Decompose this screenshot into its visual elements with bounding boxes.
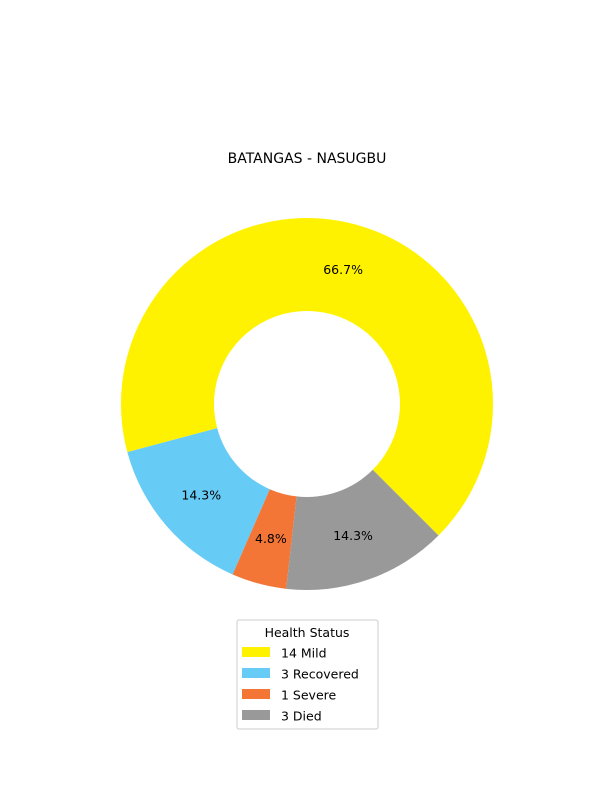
chart-title: BATANGAS - NASUGBU bbox=[228, 151, 387, 167]
slice-3 bbox=[286, 469, 439, 590]
percent-labels: 66.7% 14.3% 4.8% 14.3% bbox=[181, 262, 373, 546]
legend-label-2: 1 Severe bbox=[281, 688, 337, 703]
legend-title: Health Status bbox=[265, 625, 350, 640]
legend-swatch-2 bbox=[242, 689, 270, 699]
legend-frame bbox=[236, 619, 379, 730]
legend-label-3: 3 Died bbox=[281, 709, 322, 724]
legend-label-0: 14 Mild bbox=[281, 646, 327, 661]
legend-swatch-3 bbox=[242, 710, 270, 720]
legend-swatch-0 bbox=[242, 647, 270, 657]
slice-0 bbox=[120, 217, 493, 536]
slice-percent-label-1: 14.3% bbox=[181, 487, 221, 502]
legend-label-1: 3 Recovered bbox=[281, 667, 359, 682]
slice-1 bbox=[127, 428, 270, 575]
donut-slices bbox=[120, 217, 493, 590]
legend: Health Status 14 Mild 3 Recovered 1 Severe… bbox=[236, 619, 379, 730]
slice-2 bbox=[232, 489, 297, 589]
legend-items: 14 Mild 3 Recovered 1 Severe 3 Died bbox=[242, 646, 359, 724]
legend-swatch-1 bbox=[242, 668, 270, 678]
slice-percent-label-2: 4.8% bbox=[255, 531, 287, 546]
slice-percent-label-3: 14.3% bbox=[333, 528, 373, 543]
slice-percent-label-0: 66.7% bbox=[323, 262, 363, 277]
